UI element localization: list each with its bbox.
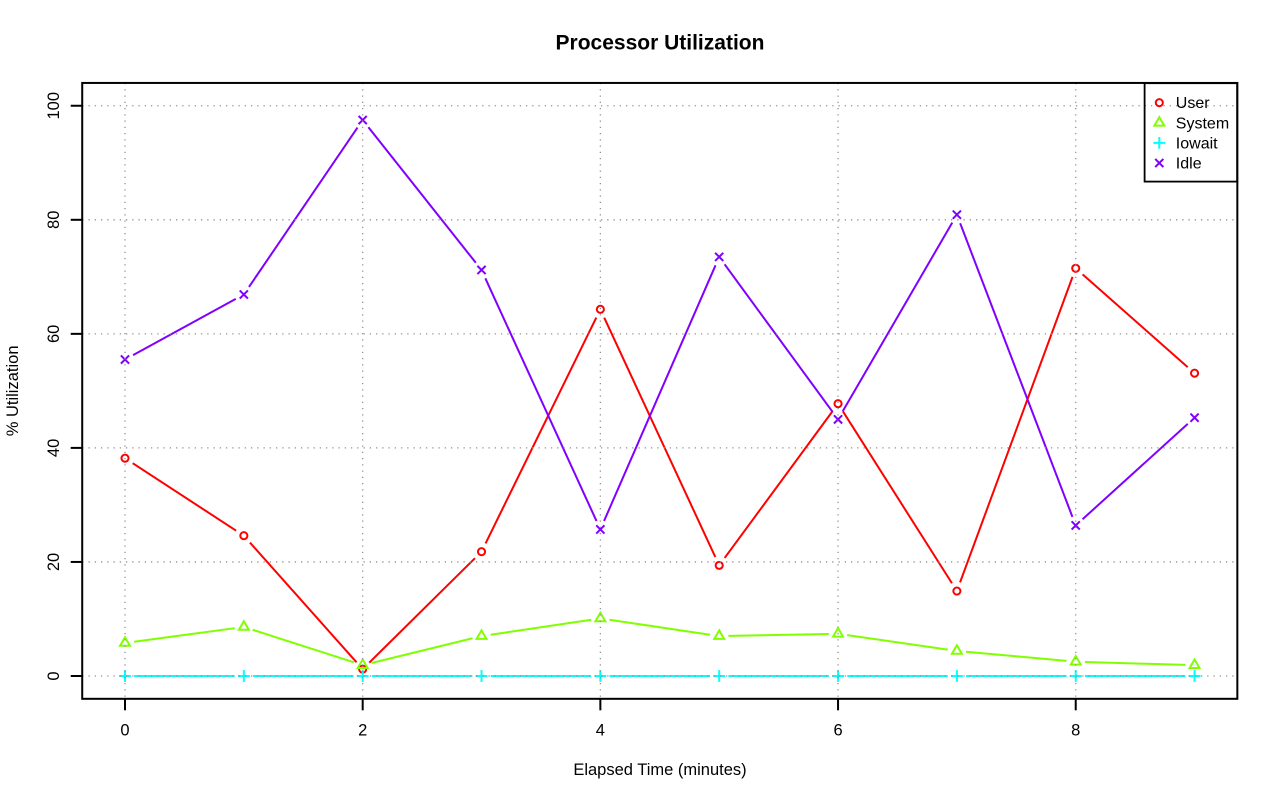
- svg-text:20: 20: [45, 553, 63, 571]
- svg-text:2: 2: [358, 722, 367, 740]
- svg-text:80: 80: [45, 211, 63, 229]
- svg-text:4: 4: [596, 722, 605, 740]
- svg-text:100: 100: [45, 92, 63, 120]
- svg-text:Elapsed Time (minutes): Elapsed Time (minutes): [573, 761, 746, 779]
- svg-text:6: 6: [833, 722, 842, 740]
- svg-text:8: 8: [1071, 722, 1080, 740]
- svg-text:System: System: [1176, 115, 1229, 132]
- svg-text:User: User: [1176, 95, 1210, 112]
- svg-text:Idle: Idle: [1176, 156, 1202, 173]
- svg-text:60: 60: [45, 325, 63, 343]
- svg-text:40: 40: [45, 439, 63, 457]
- svg-text:% Utilization: % Utilization: [4, 346, 22, 437]
- svg-text:0: 0: [120, 722, 129, 740]
- svg-text:Processor Utilization: Processor Utilization: [556, 31, 765, 54]
- svg-text:Iowait: Iowait: [1176, 135, 1218, 152]
- svg-text:0: 0: [45, 671, 63, 680]
